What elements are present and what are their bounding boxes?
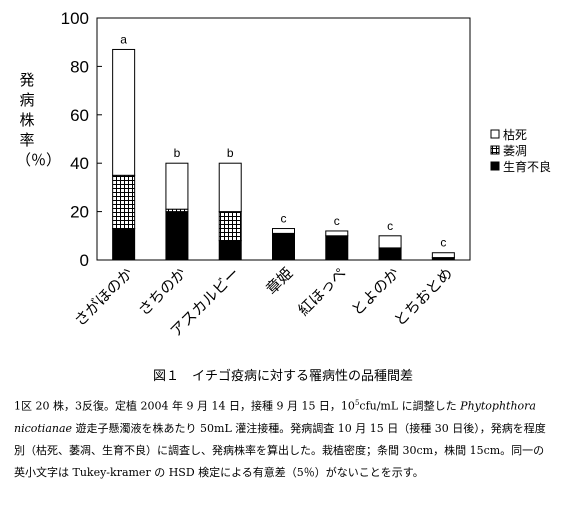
category-label: 紅ほっぺ [294, 264, 349, 319]
significance-letter: a [120, 32, 127, 46]
category-label: さがほのか [71, 264, 137, 330]
y-tick-label: 100 [61, 9, 89, 28]
significance-letter: b [174, 146, 181, 160]
bar-segment [378, 247, 402, 261]
y-axis-label: 発病株率（％） [16, 71, 62, 169]
bar-segment [218, 240, 242, 261]
significance-letter: c [281, 212, 287, 226]
y-tick-label: 0 [80, 251, 89, 270]
legend-swatch [490, 145, 500, 155]
figure-title: 図１ イチゴ疫病に対する罹病性の品種間差 [152, 369, 413, 384]
y-tick-label: 20 [70, 203, 89, 222]
bar-segment [218, 211, 242, 242]
legend-swatch [490, 161, 500, 171]
bar-segment [431, 252, 455, 259]
bar-segment [272, 232, 295, 261]
bar-segment [325, 230, 349, 237]
significance-letter: c [440, 236, 446, 250]
significance-letter: c [334, 214, 340, 228]
bar-segment [325, 235, 349, 261]
significance-letter: c [387, 219, 393, 233]
legend-label: 枯死 [503, 127, 527, 142]
caption-text-3: 遊走子懸濁液を株あたり 50mL 灌注接種。発病調査 10 月 15 日（接種 … [14, 421, 546, 479]
legend-label: 生育不良 [503, 159, 551, 174]
bar-segment [112, 228, 136, 261]
y-tick-label: 60 [70, 106, 89, 125]
y-tick-label: 40 [70, 154, 89, 173]
category-label: 章姫 [262, 264, 296, 298]
bars [112, 48, 455, 261]
figure-caption: 1区 20 株，3反復。定植 2004 年 9 月 14 日，接種 9 月 15… [14, 392, 552, 484]
bar-segment [165, 211, 189, 261]
bar-segment [218, 162, 242, 213]
category-label: とよのか [348, 264, 403, 319]
caption-text-2: cfu/mL に調整した [359, 399, 461, 413]
legend-label: 萎凋 [503, 144, 527, 158]
bar-segment [272, 228, 295, 234]
caption-text-1: 1区 20 株，3反復。定植 2004 年 9 月 14 日，接種 9 月 15… [14, 399, 355, 413]
legend-swatch [490, 129, 500, 139]
species-name: Phytophthora nicotianae [14, 399, 536, 435]
bar-segment [165, 162, 189, 210]
bar-segment [112, 48, 136, 176]
category-label: さちのか [135, 264, 190, 319]
significance-letter: b [227, 146, 234, 160]
caption-superscript: 5 [354, 399, 360, 407]
bar-segment [112, 174, 136, 230]
bar-segment [378, 235, 402, 249]
y-tick-label: 80 [70, 57, 89, 76]
category-label: とちおとめ [390, 264, 456, 330]
